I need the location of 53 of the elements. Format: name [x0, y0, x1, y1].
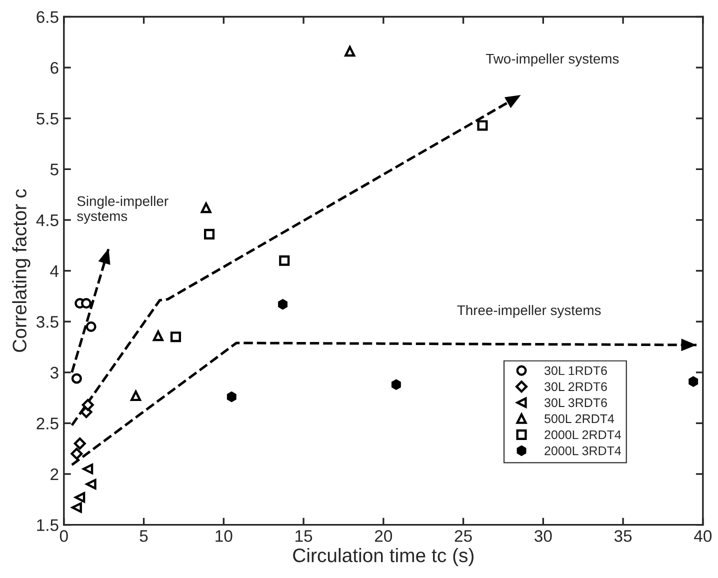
y-tick-label: 3.5 — [36, 316, 58, 328]
point — [130, 390, 142, 402]
y-tick-label: 4 — [50, 265, 59, 277]
legend-label: 2000L 2RDT4 — [544, 430, 622, 440]
y-tick-label: 3 — [50, 366, 58, 379]
point — [200, 202, 212, 214]
point — [278, 299, 288, 310]
y-tick-label: 5.5 — [36, 112, 58, 125]
x-tick-label: 20 — [374, 530, 392, 542]
point — [74, 438, 86, 450]
x-tick-label: 0 — [60, 530, 68, 542]
y-tick-label: 2.5 — [36, 418, 58, 430]
y-tick-label: 2 — [50, 468, 58, 480]
x-tick-label: 30 — [534, 530, 552, 542]
point — [82, 398, 94, 411]
y-tick-label: 1.5 — [37, 519, 58, 532]
y-tick-label: 6.5 — [36, 11, 58, 23]
x-axis-title: Circulation time tc (s) — [293, 548, 474, 566]
y-tick-label: 4.5 — [36, 214, 58, 226]
point — [80, 298, 92, 309]
annotation: Two-impeller systems — [486, 53, 619, 66]
annotation: Three-impeller systems — [457, 304, 601, 318]
point — [86, 478, 96, 490]
legend-label: 2000L 3RDT4 — [544, 446, 622, 456]
y-axis-title: Correlating factor c — [12, 189, 30, 352]
point — [344, 46, 356, 57]
x-tick-label: 15 — [296, 530, 312, 542]
legend-label: 500L 2RDT4 — [544, 414, 614, 424]
x-tick-label: 5 — [140, 530, 148, 542]
point — [391, 379, 401, 390]
y-tick-label: 6 — [50, 62, 58, 74]
x-tick-label: 25 — [454, 530, 472, 542]
point — [688, 376, 698, 387]
point — [86, 321, 96, 332]
annotation: Single-impeller systems — [77, 196, 168, 224]
point — [70, 448, 83, 460]
point — [477, 120, 488, 131]
y-tick-label: 5 — [50, 164, 58, 176]
legend-label: 30L 3RDT6 — [544, 398, 607, 408]
x-tick-label: 35 — [614, 530, 632, 542]
point — [71, 373, 82, 384]
point — [71, 502, 82, 513]
point — [170, 332, 182, 342]
point — [74, 492, 86, 503]
point — [204, 228, 215, 240]
point — [279, 255, 290, 266]
x-tick-label: 40 — [694, 530, 712, 542]
legend-label: 30L 2RDT6 — [544, 382, 607, 392]
point — [82, 464, 94, 474]
legend-label: 30L 1RDT6 — [544, 366, 607, 376]
point — [152, 330, 164, 342]
x-tick-label: 10 — [216, 530, 232, 542]
point — [226, 392, 236, 402]
